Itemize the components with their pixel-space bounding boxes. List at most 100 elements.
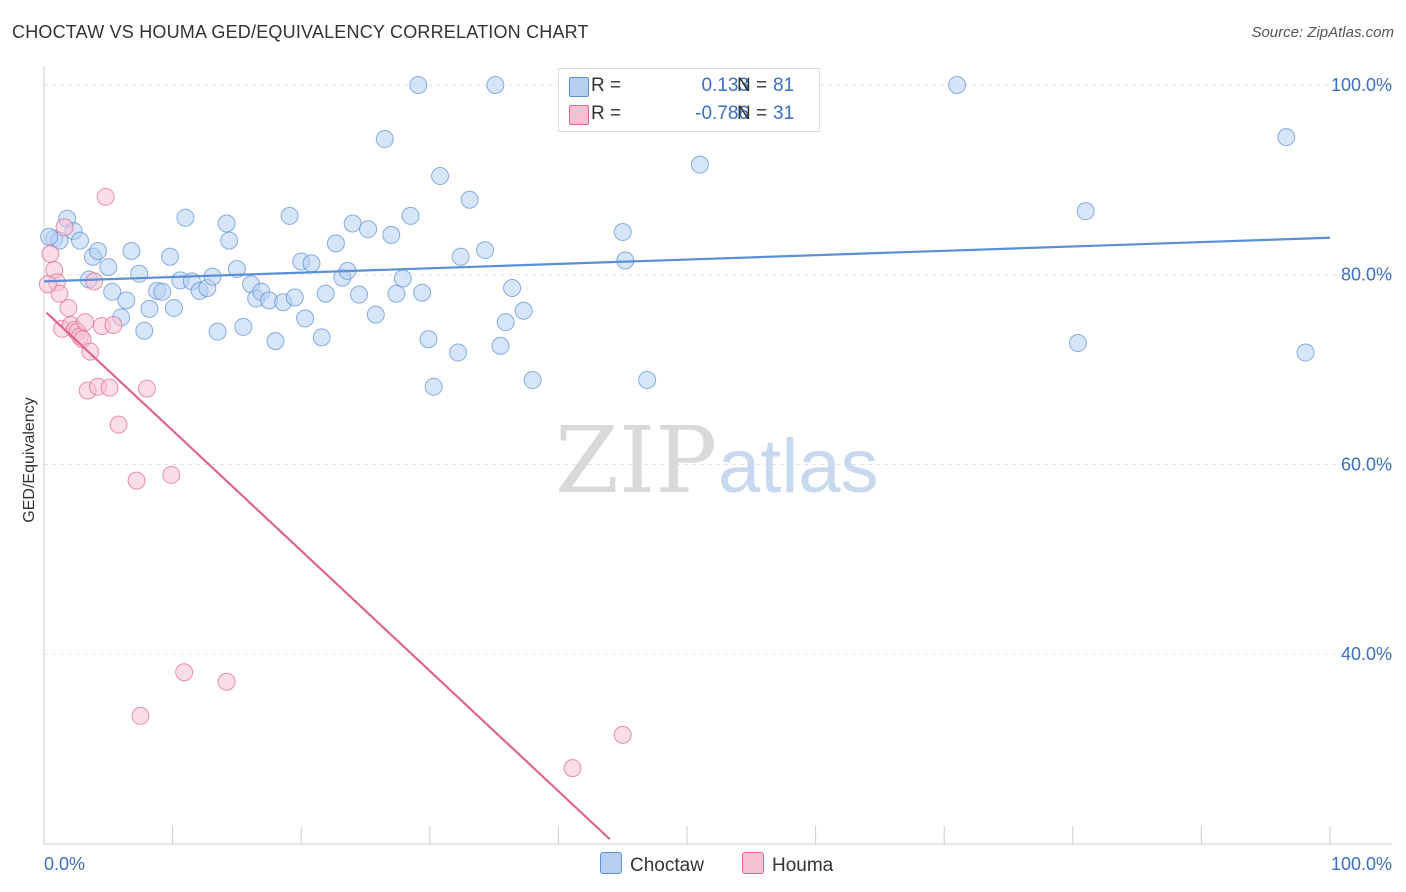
houma-point (175, 663, 194, 682)
houma-point (127, 471, 146, 490)
y-tick-label: 60.0% (1341, 454, 1392, 474)
legend-swatch-choctaw (569, 77, 589, 97)
y-axis-label: GED/Equivalency (21, 397, 38, 523)
choctaw-point (217, 214, 236, 233)
source-label: Source: ZipAtlas.com (1251, 24, 1394, 41)
x-tick-label: 0.0% (44, 854, 85, 874)
choctaw-point (176, 208, 195, 227)
choctaw-point (491, 336, 510, 355)
choctaw-point (948, 75, 967, 94)
legend-item-choctaw: Choctaw (600, 852, 704, 877)
choctaw-point (638, 371, 657, 390)
legend-r-value: -0.786 (695, 103, 749, 124)
choctaw-point (460, 190, 479, 209)
choctaw-point (486, 75, 505, 94)
legend-label-houma: Houma (772, 855, 834, 876)
choctaw-point (393, 269, 412, 288)
houma-point (131, 706, 150, 725)
choctaw-point (103, 282, 122, 301)
x-tick-label: 100.0% (1331, 854, 1392, 874)
choctaw-point (1068, 334, 1087, 353)
choctaw-point (296, 309, 315, 328)
choctaw-point (359, 220, 378, 239)
legend-r-label: R = (591, 103, 622, 124)
legend-swatch-houma (742, 852, 764, 874)
choctaw-point (387, 284, 406, 303)
choctaw-point (40, 227, 59, 246)
choctaw-point (208, 322, 227, 341)
houma-point (41, 244, 60, 263)
choctaw-point (99, 258, 118, 277)
houma-point (109, 415, 128, 434)
legend-n-label: N = (737, 75, 768, 96)
choctaw-point (431, 167, 450, 186)
choctaw-point (451, 247, 470, 266)
choctaw-point (424, 377, 443, 396)
choctaw-point (419, 330, 438, 349)
watermark-zip: ZIP (555, 407, 717, 514)
choctaw-point (122, 242, 141, 261)
choctaw-point (220, 231, 239, 250)
houma-point (81, 342, 100, 361)
houma-point (104, 316, 123, 335)
legend-n-label: N = (737, 103, 768, 124)
legend-label-choctaw: Choctaw (630, 855, 704, 876)
choctaw-point (523, 371, 542, 390)
houma-point (50, 284, 69, 303)
choctaw-point (227, 260, 246, 279)
choctaw-point (316, 284, 335, 303)
y-tick-label: 80.0% (1341, 265, 1392, 285)
choctaw-point (690, 155, 709, 174)
choctaw-point (413, 283, 432, 302)
houma-point (96, 187, 115, 206)
legend-item-houma: Houma (742, 852, 833, 877)
houma-point (217, 672, 236, 691)
choctaw-point (285, 288, 304, 307)
choctaw-point (350, 285, 369, 304)
choctaw-point (1076, 202, 1095, 221)
houma-point (55, 218, 74, 237)
choctaw-point (343, 214, 362, 233)
legend-n-value: 31 (773, 103, 795, 124)
choctaw-point (503, 279, 522, 298)
choctaw-point (302, 254, 321, 273)
stats-legend: R = 0.133 N = 81 R = -0.786 N = 31 (558, 68, 820, 132)
houma-trend-line (45, 311, 611, 841)
choctaw-point (89, 242, 108, 261)
choctaw-point (326, 234, 345, 253)
choctaw-point (1296, 343, 1315, 362)
choctaw-point (613, 223, 632, 242)
houma-point (137, 379, 156, 398)
choctaw-point (164, 298, 183, 317)
data-points (38, 75, 1315, 778)
choctaw-point (266, 332, 285, 351)
legend-n-value: 81 (773, 75, 795, 96)
choctaw-point (1277, 128, 1296, 147)
y-tick-label: 40.0% (1341, 644, 1392, 664)
houma-point (162, 465, 181, 484)
tick-labels: 100.0% 80.0% 60.0% 40.0% 0.0% 100.0% (44, 75, 1392, 874)
choctaw-trend-line (43, 236, 1331, 283)
houma-point (38, 275, 57, 294)
choctaw-point (375, 130, 394, 149)
choctaw-point (312, 328, 331, 347)
watermark-atlas: atlas (718, 424, 879, 509)
choctaw-point (366, 305, 385, 324)
houma-point (85, 272, 104, 291)
chart-title: CHOCTAW VS HOUMA GED/EQUIVALENCY CORRELA… (12, 22, 589, 42)
choctaw-point (135, 321, 154, 340)
choctaw-point (234, 317, 253, 336)
choctaw-point (401, 206, 420, 225)
houma-point (59, 298, 78, 317)
trend-lines (43, 236, 1331, 841)
choctaw-point (514, 301, 533, 320)
axes (43, 66, 1392, 845)
houma-point (613, 725, 632, 744)
choctaw-point (161, 247, 180, 266)
choctaw-point (153, 282, 172, 301)
choctaw-point (382, 225, 401, 244)
legend-swatch-houma (569, 105, 589, 125)
choctaw-point (476, 241, 495, 260)
choctaw-point (130, 264, 149, 283)
